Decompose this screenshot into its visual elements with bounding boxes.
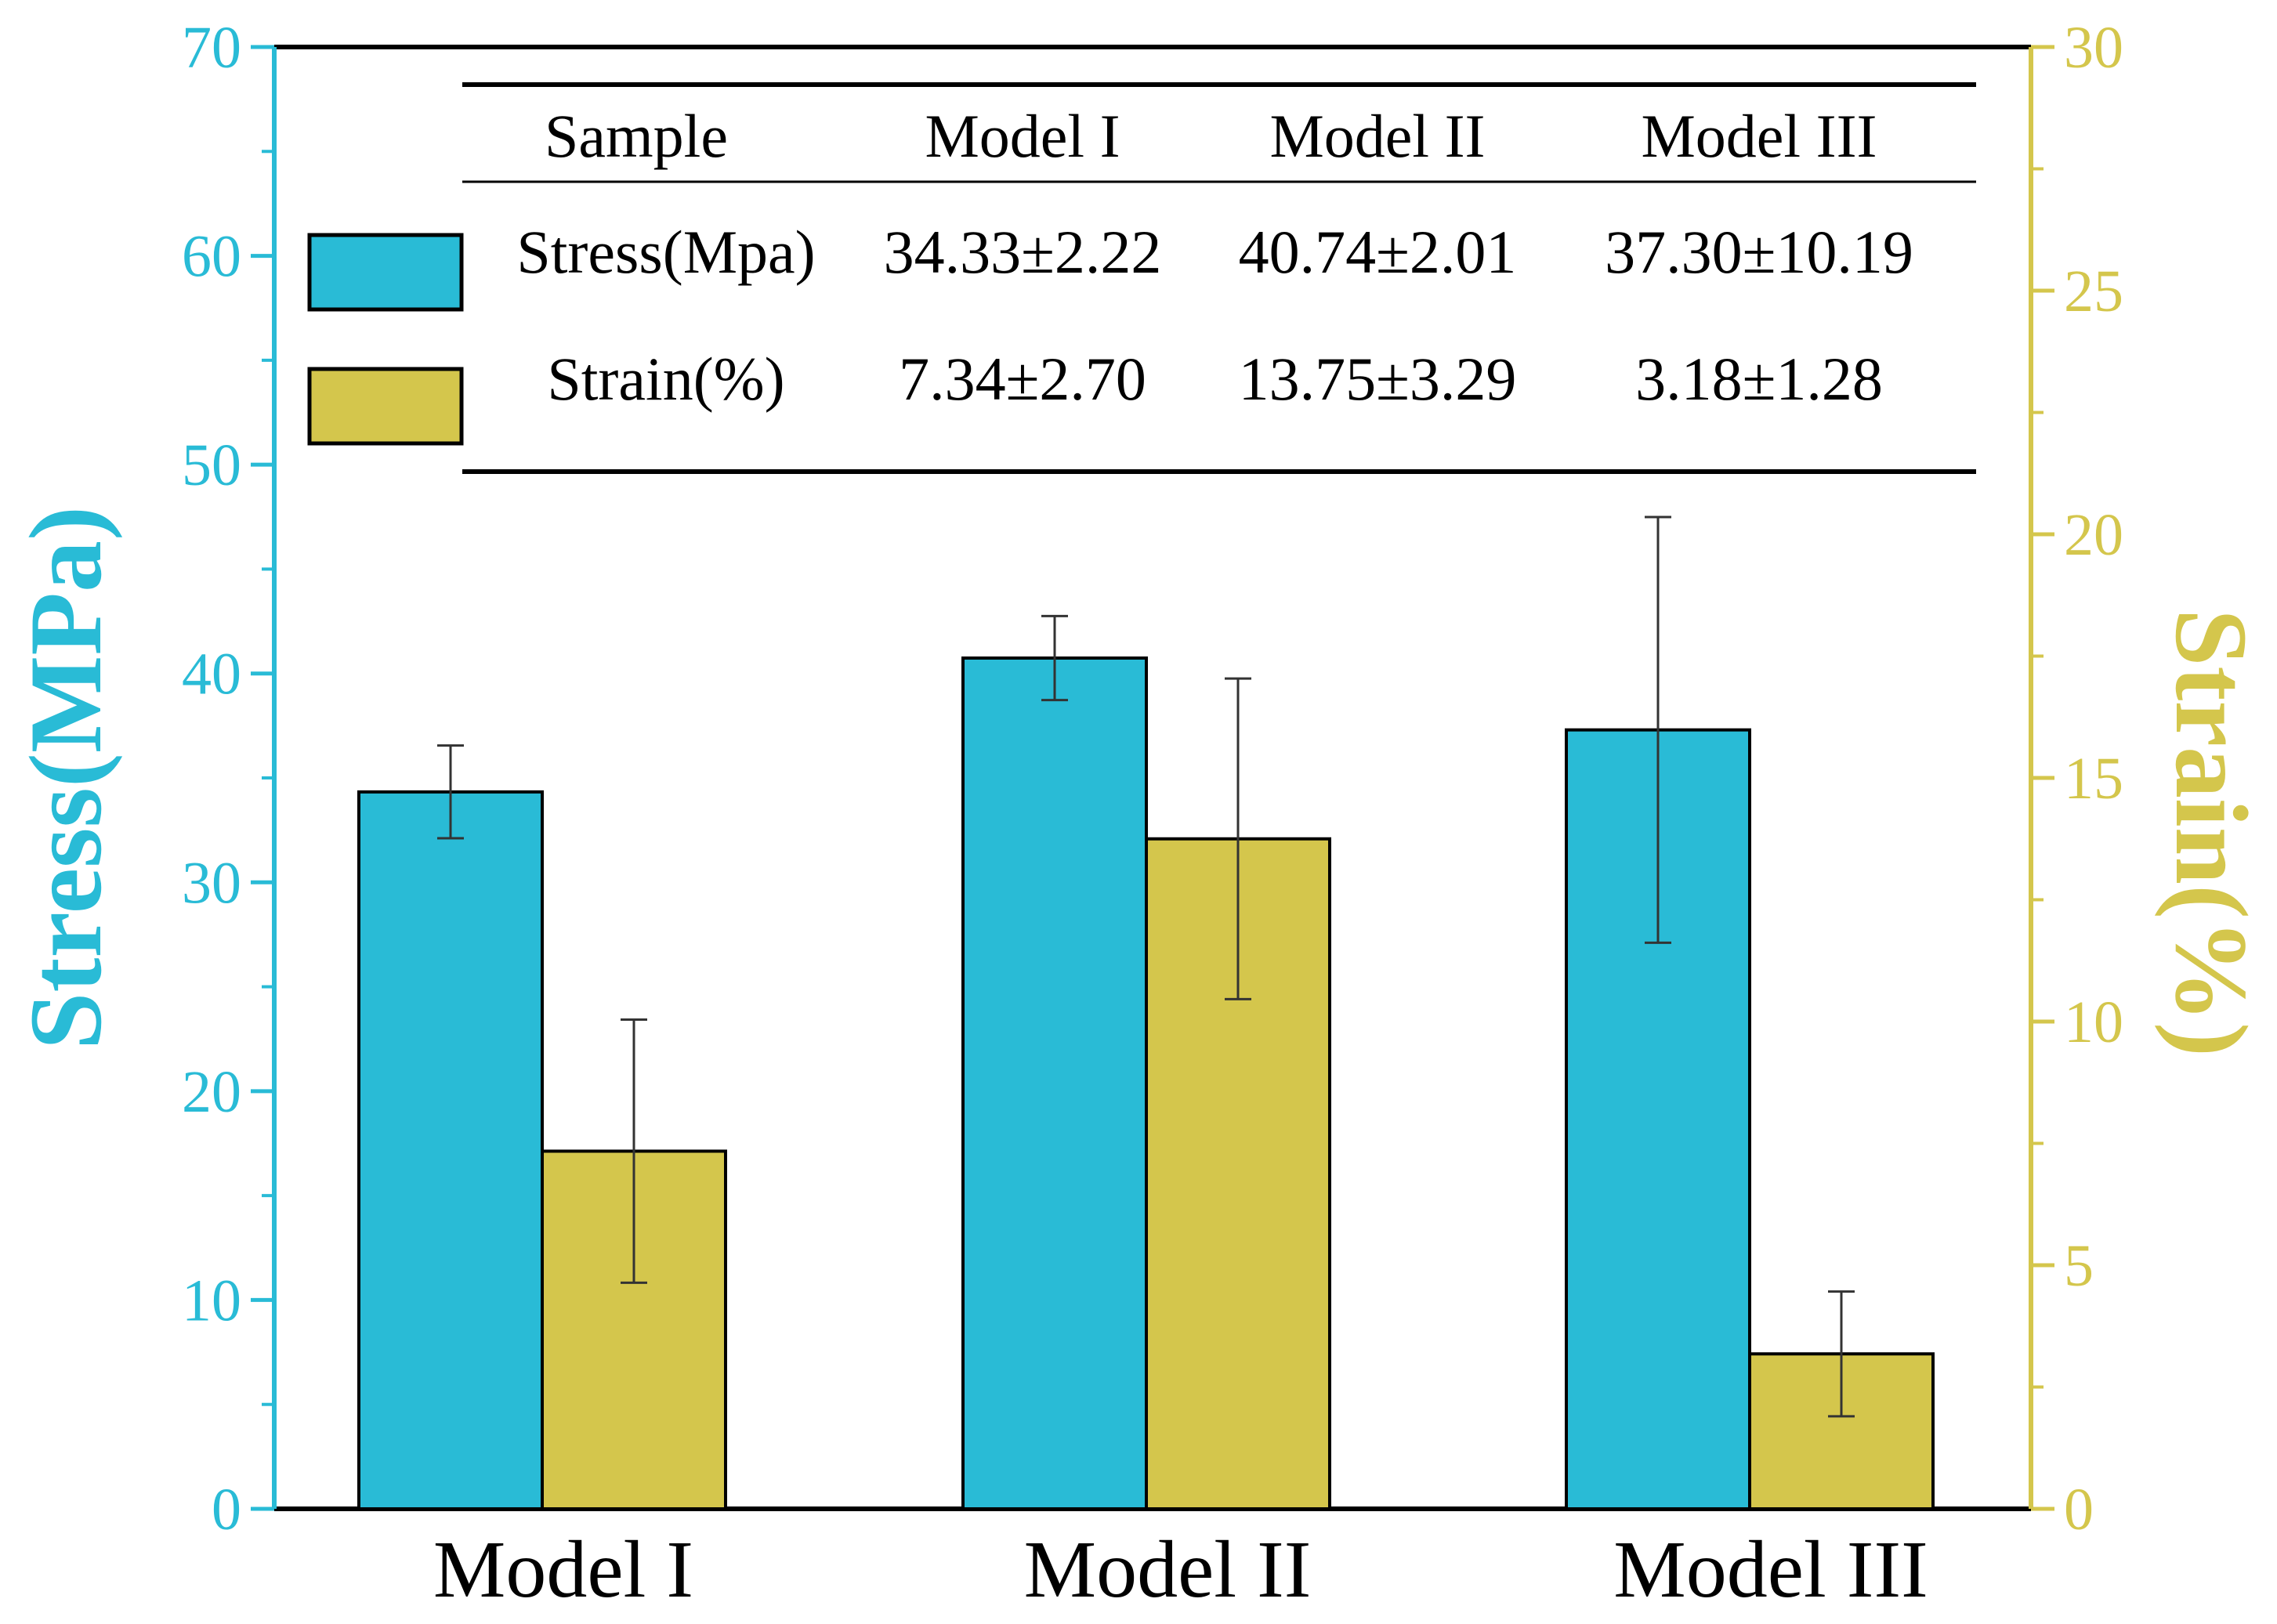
table-header-cell: Model I (925, 102, 1120, 170)
error-bars (437, 515, 1855, 1418)
right-y-axis-title: Strain(%) (2154, 609, 2269, 1057)
error-bar-stress-3 (1645, 515, 1671, 944)
left-tick-label: 50 (182, 432, 241, 498)
right-tick-label: 30 (2064, 15, 2123, 81)
left-tick-label: 30 (182, 850, 241, 916)
x-tick-label: Model III (1613, 1525, 1928, 1615)
table-cell: 7.34±2.70 (899, 345, 1146, 413)
table-header-cell: Model III (1641, 102, 1877, 170)
table-row-label: Strain(%) (547, 345, 784, 413)
error-bar-stress-2 (1041, 614, 1068, 702)
right-tick-label: 20 (2064, 502, 2123, 568)
table-cell: 40.74±2.01 (1239, 218, 1517, 286)
right-tick-label: 10 (2064, 989, 2123, 1055)
error-bar-stress-1 (437, 744, 464, 840)
left-tick-label: 70 (182, 15, 241, 81)
table-cell: 13.75±3.29 (1239, 345, 1517, 413)
bar-stress-2 (961, 656, 1148, 1510)
left-tick-label: 40 (182, 642, 241, 707)
right-tick-label: 25 (2064, 259, 2123, 324)
table-cell: 34.33±2.22 (884, 218, 1162, 286)
table-header-cell: Model II (1269, 102, 1485, 170)
bars (357, 656, 1935, 1511)
right-tick-label: 15 (2064, 746, 2123, 812)
table-cell: 37.30±10.19 (1605, 218, 1913, 286)
left-tick-label: 10 (182, 1268, 241, 1333)
left-tick-label: 20 (182, 1059, 241, 1125)
table-header-cell: Sample (545, 102, 728, 170)
legend-table: Sample Model I Model II Model III Stress(Mpa… (307, 82, 1976, 474)
error-bar-strain-1 (621, 1018, 647, 1284)
axes: 0 10 20 30 40 50 60 70 0 5 10 15 20 25 30 Model I Model … (8, 15, 2269, 1615)
error-bar-strain-3 (1828, 1290, 1855, 1418)
error-bar-strain-2 (1225, 677, 1251, 1000)
left-tick-label: 60 (182, 224, 241, 290)
legend-swatch-strain (307, 367, 464, 446)
left-tick-label: 0 (212, 1477, 241, 1543)
right-tick-label: 5 (2064, 1233, 2094, 1299)
x-tick-label: Model I (433, 1525, 693, 1615)
table-cell: 3.18±1.28 (1635, 345, 1883, 413)
left-y-axis-title: Stress(MPa) (8, 506, 123, 1050)
bar-stress-1 (357, 790, 544, 1510)
right-tick-label: 0 (2064, 1477, 2094, 1543)
table-row-label: Stress(Mpa) (516, 218, 815, 286)
legend-swatch-stress (307, 233, 464, 312)
x-tick-label: Model II (1024, 1525, 1312, 1615)
